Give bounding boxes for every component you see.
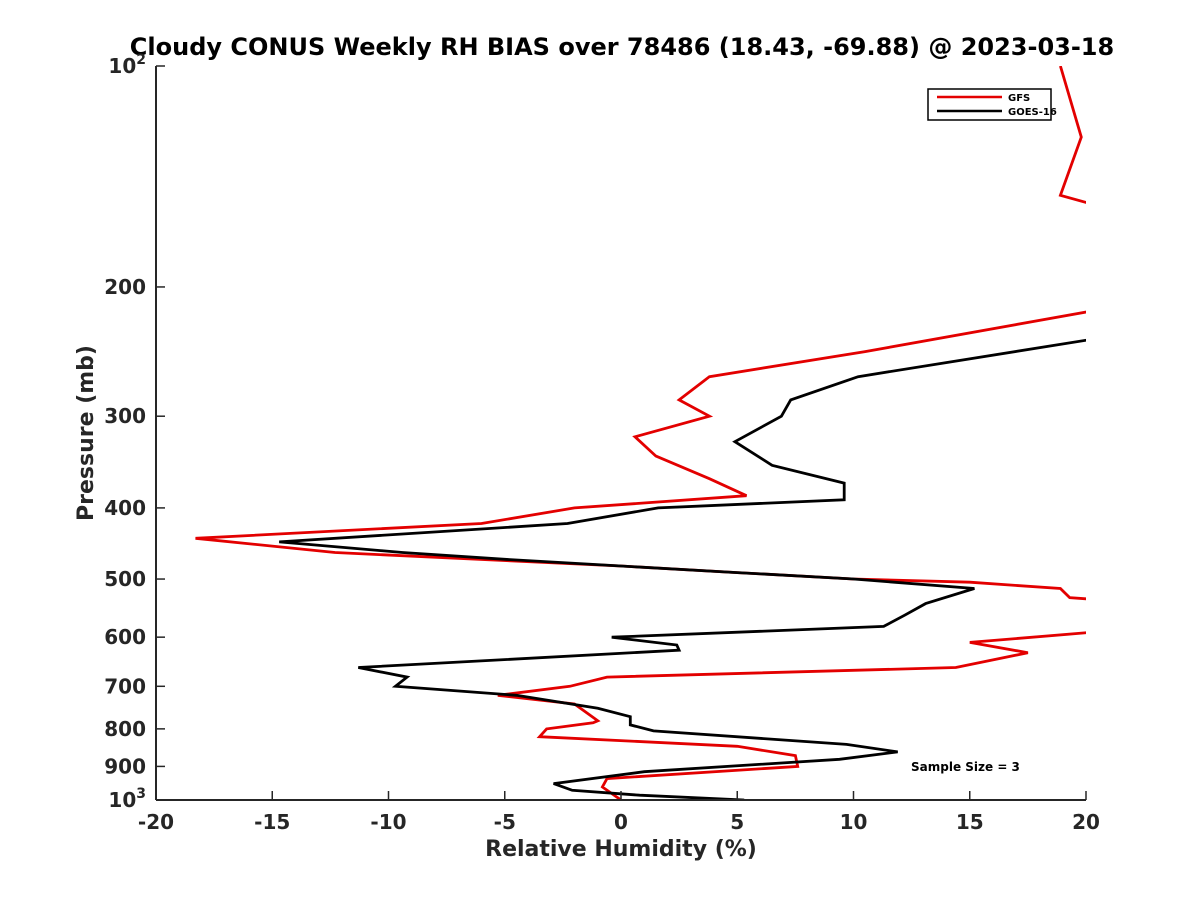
legend-box (927, 88, 1052, 121)
chart-title: Cloudy CONUS Weekly RH BIAS over 78486 (… (130, 33, 1114, 61)
x-tick-label: 10 (840, 810, 868, 834)
y-tick-label: 600 (104, 625, 146, 649)
y-tick-label: 400 (104, 496, 146, 520)
axes (155, 66, 1086, 801)
y-tick-label: 200 (104, 275, 146, 299)
x-tick-label: -5 (494, 810, 516, 834)
y-tick-label: 300 (104, 404, 146, 428)
y-tick-label: 700 (104, 674, 146, 698)
x-tick-label: -15 (254, 810, 290, 834)
y-tick-label: 900 (104, 754, 146, 778)
y-tick-label: 103 (108, 786, 146, 812)
series-line-goes-16 (279, 338, 1086, 800)
series-layer (195, 66, 1086, 800)
x-tick-label: 5 (730, 810, 744, 834)
x-ticks: -20 -15 -10 -5 0 5 10 15 20 (138, 791, 1100, 834)
legend: GFS GOES-16 (927, 88, 1057, 121)
legend-label-gfs: GFS (1008, 93, 1030, 104)
y-tick-label: 800 (104, 717, 146, 741)
x-tick-label: -10 (370, 810, 406, 834)
x-tick-label: 0 (614, 810, 628, 834)
x-tick-label: -20 (138, 810, 174, 834)
y-ticks: 102 200 300 400 500 600 700 800 900 103 (104, 52, 165, 812)
series-line-gfs (195, 66, 1086, 800)
x-axis-label: Relative Humidity (%) (485, 837, 757, 862)
sample-size-annotation: Sample Size = 3 (911, 760, 1020, 774)
x-tick-label: 20 (1072, 810, 1100, 834)
x-tick-label: 15 (956, 810, 984, 834)
y-tick-label: 102 (108, 52, 146, 78)
y-tick-label: 500 (104, 567, 146, 591)
y-axis-label: Pressure (mb) (74, 345, 99, 521)
legend-label-goes-16: GOES-16 (1008, 107, 1057, 118)
